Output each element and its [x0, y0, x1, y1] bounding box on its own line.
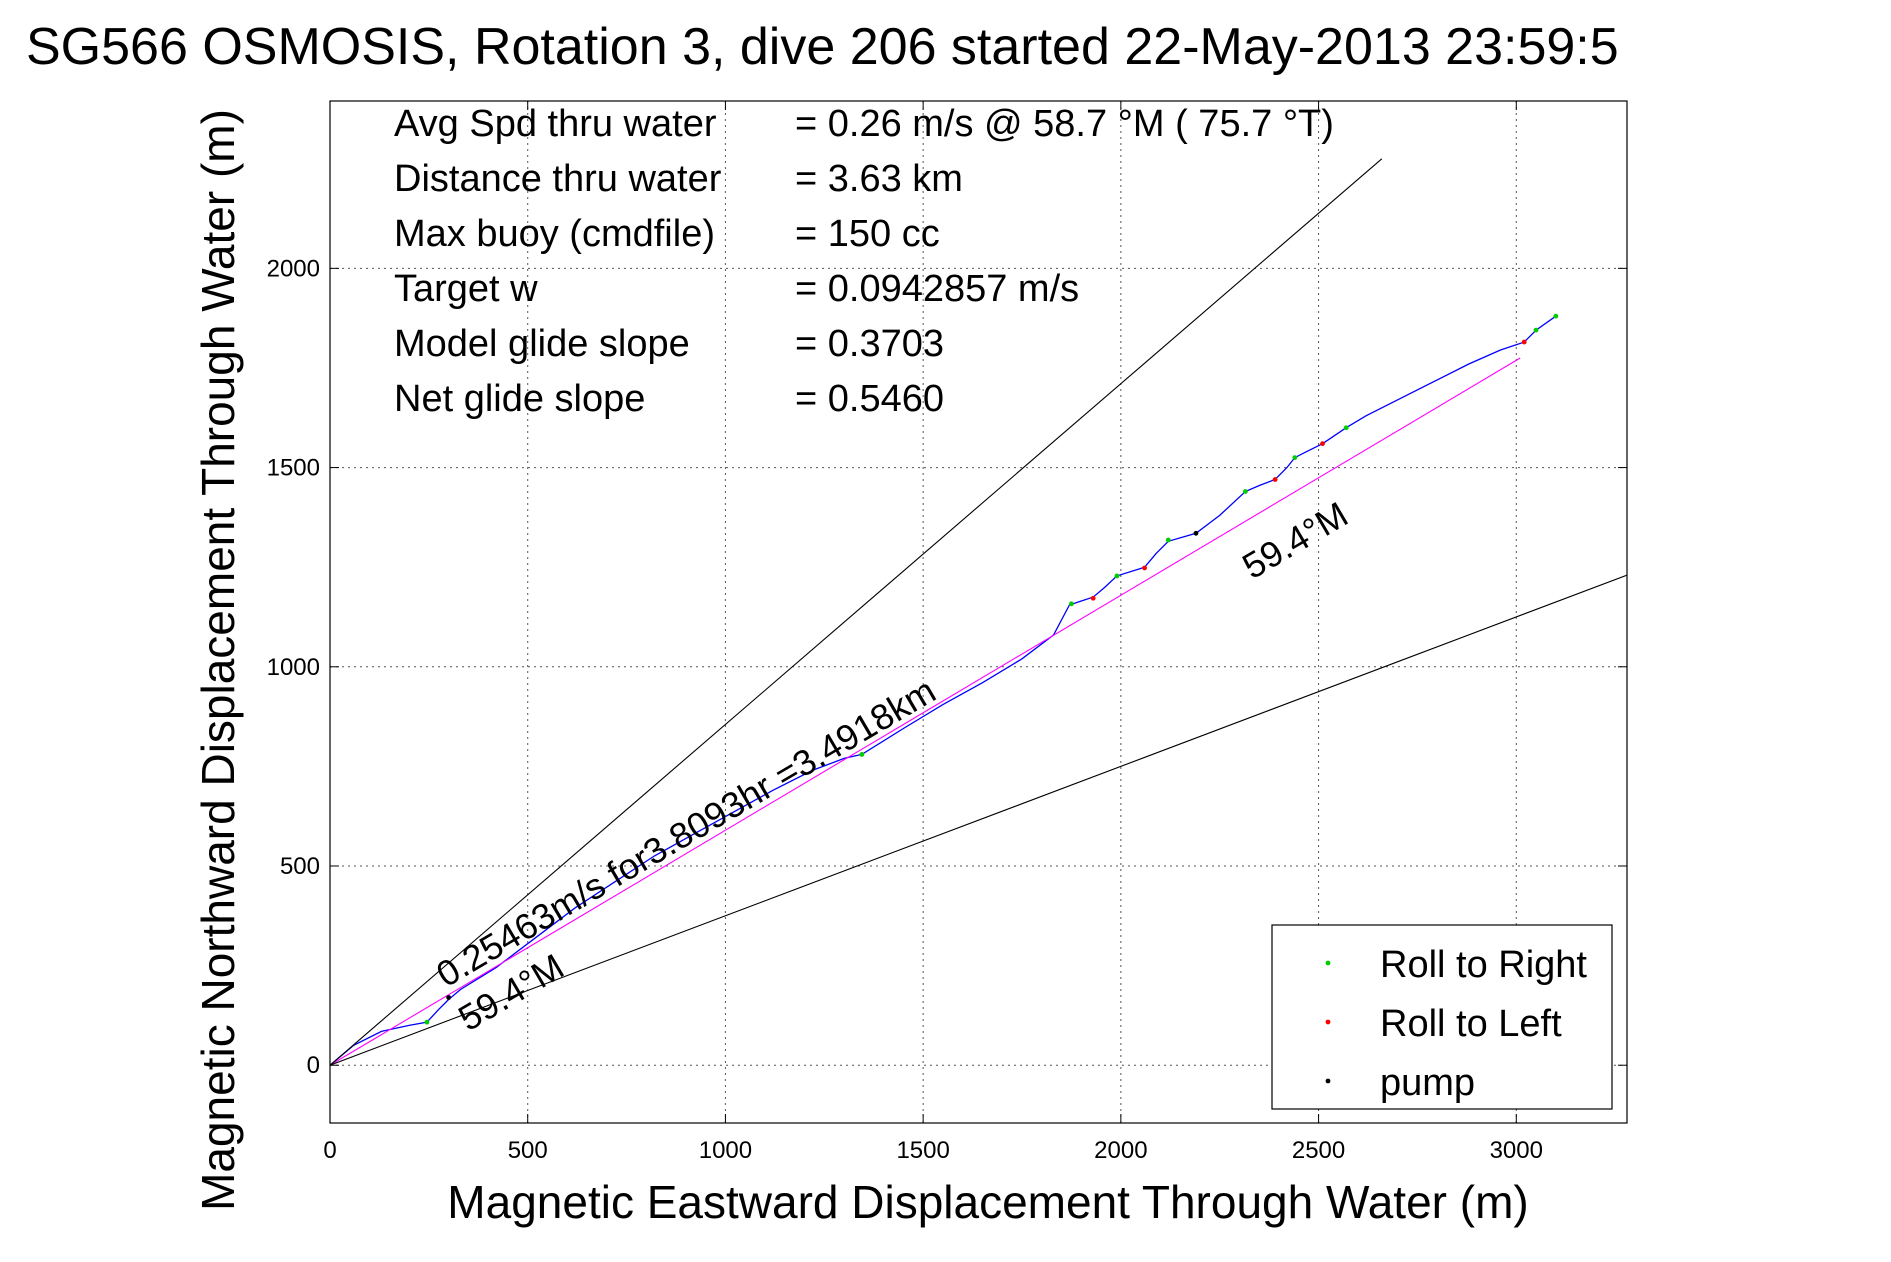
stat-label: Max buoy (cmdfile): [394, 213, 715, 255]
roll-right-marker: [1533, 327, 1539, 333]
roll-right-marker: [1069, 601, 1074, 607]
stat-label: Model glide slope: [394, 323, 690, 365]
x-tick-label: 1000: [699, 1137, 752, 1164]
roll-left-marker: [1320, 441, 1325, 447]
legend-label: pump: [1380, 1062, 1475, 1104]
stat-value: = 0.5460: [795, 378, 944, 420]
stat-value: = 0.3703: [795, 323, 944, 365]
x-tick-label: 1500: [896, 1137, 949, 1164]
roll-right-marker: [424, 1019, 430, 1025]
legend-marker: [1325, 1019, 1331, 1025]
stat-label: Net glide slope: [394, 378, 645, 420]
stat-label: Avg Spd thru water: [394, 103, 717, 145]
roll-right-marker: [1243, 489, 1248, 494]
x-tick-label: 0: [323, 1137, 336, 1164]
stat-value: = 0.0942857 m/s: [795, 268, 1079, 310]
stat-value: = 3.63 km: [795, 158, 963, 200]
legend-marker: [1325, 1078, 1331, 1084]
y-tick-label: 500: [280, 853, 320, 880]
legend-marker: [1325, 960, 1331, 966]
roll-left-marker: [1090, 595, 1096, 601]
x-tick-label: 2500: [1292, 1137, 1345, 1164]
pump-marker: [1193, 530, 1199, 536]
roll-right-marker: [859, 752, 865, 757]
roll-left-marker: [1521, 339, 1527, 345]
x-tick-label: 3000: [1490, 1137, 1543, 1164]
roll-right-marker: [1114, 573, 1120, 579]
x-tick-label: 500: [508, 1137, 548, 1164]
heading-reference-upper-line: [330, 158, 1383, 1066]
x-axis-label: Magnetic Eastward Displacement Through W…: [447, 1176, 1528, 1228]
legend-label: Roll to Right: [1380, 944, 1587, 986]
stat-value: = 150 cc: [795, 213, 940, 255]
y-axis-label: Magnetic Northward Displacement Through …: [192, 109, 244, 1211]
track-line: [330, 315, 1557, 1066]
roll-right-marker: [1553, 313, 1559, 319]
roll-right-marker: [1165, 537, 1171, 543]
y-tick-label: 0: [307, 1052, 320, 1079]
y-tick-label: 2000: [267, 255, 320, 282]
figure-title: SG566 OSMOSIS, Rotation 3, dive 206 star…: [26, 18, 1619, 76]
glide-path-line: [330, 357, 1521, 1066]
stat-label: Target w: [394, 268, 538, 310]
roll-right-marker: [1343, 425, 1349, 431]
y-tick-label: 1000: [267, 654, 320, 681]
stat-label: Distance thru water: [394, 158, 722, 200]
heading-reference-lower-line: [330, 574, 1627, 1066]
y-tick-label: 1500: [267, 455, 320, 482]
legend-box: [1271, 924, 1613, 1110]
roll-left-marker: [1142, 565, 1147, 571]
stat-value: = 0.26 m/s @ 58.7 °M ( 75.7 °T): [795, 103, 1334, 145]
pump-marker: [446, 995, 452, 1000]
roll-right-marker: [1292, 455, 1298, 461]
legend-label: Roll to Left: [1380, 1003, 1562, 1045]
plot-frame: [329, 100, 1628, 1124]
plot-area: 0 500 1000 1500 2000 2500 3000 0 500 1000 1500 2000…: [267, 100, 1628, 1164]
roll-left-marker: [1272, 477, 1278, 482]
x-tick-label: 2000: [1094, 1137, 1147, 1164]
